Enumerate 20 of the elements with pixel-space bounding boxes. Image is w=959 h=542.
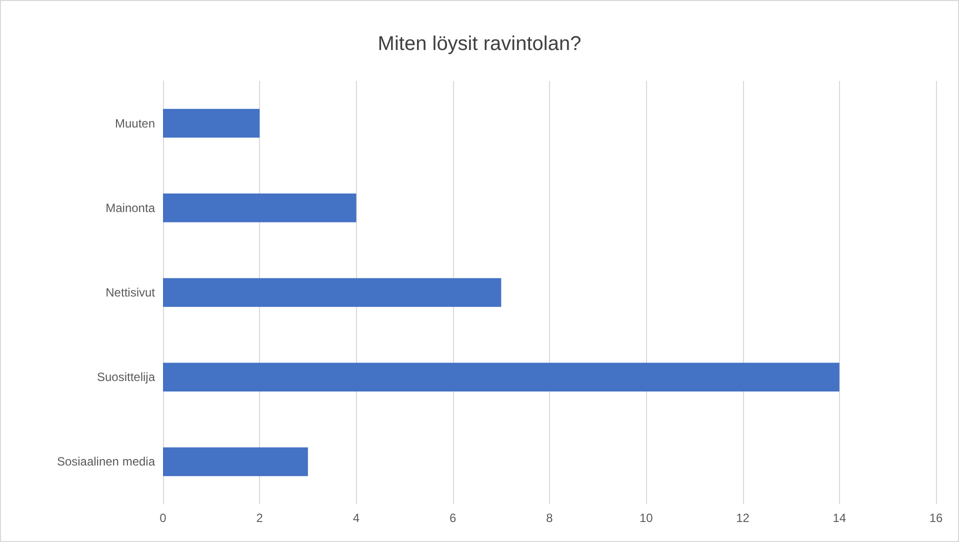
bar xyxy=(163,362,840,392)
x-tick-label: 0 xyxy=(160,511,167,525)
x-tick-label: 8 xyxy=(546,511,554,525)
bar xyxy=(163,278,502,307)
bar xyxy=(163,108,260,138)
y-tick-label: Nettisivut xyxy=(106,286,156,300)
y-tick-label: Sosiaalinen media xyxy=(56,454,156,469)
x-tick-label: 14 xyxy=(832,511,846,525)
y-tick-label: Mainonta xyxy=(106,200,156,215)
x-tick-label: 6 xyxy=(450,511,457,525)
x-tick-label: 2 xyxy=(256,511,264,525)
y-tick-label: Suosittelija xyxy=(96,370,156,384)
x-tick-label: 4 xyxy=(352,511,360,525)
x-tick-label: 16 xyxy=(929,511,943,525)
x-tick-label: 12 xyxy=(736,511,750,525)
x-tick-label: 10 xyxy=(639,511,654,525)
bar xyxy=(163,447,308,476)
chart-title: Miten löysit ravintolan? xyxy=(378,33,582,55)
y-tick-label: Muuten xyxy=(114,116,155,130)
bar xyxy=(163,194,356,222)
